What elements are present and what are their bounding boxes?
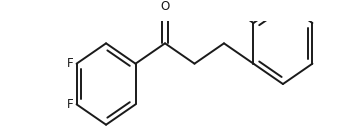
Text: F: F — [67, 98, 73, 111]
Text: O: O — [160, 0, 170, 13]
Text: F: F — [67, 57, 73, 70]
